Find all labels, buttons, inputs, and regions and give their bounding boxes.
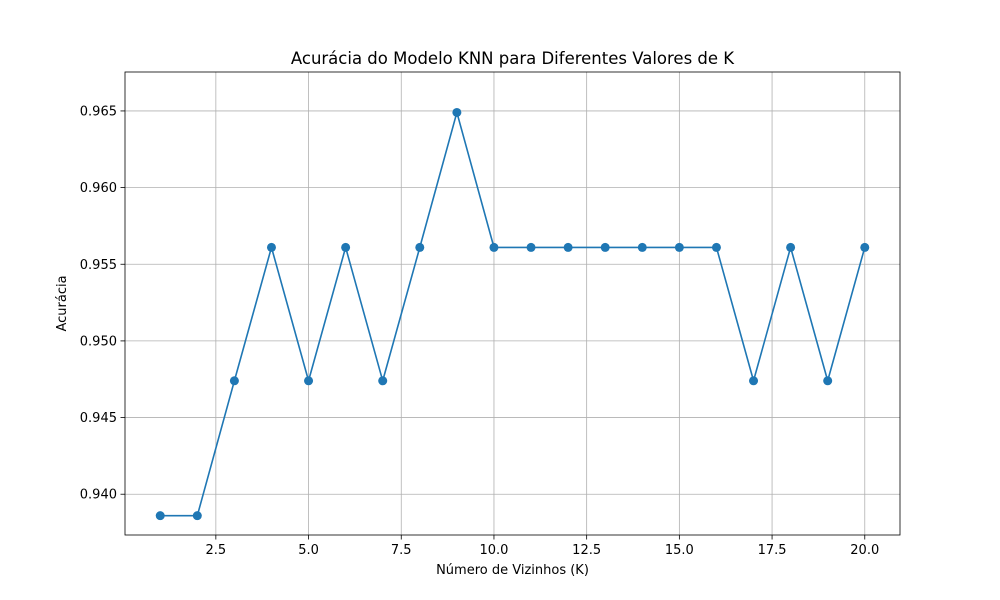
x-tick-label: 5.0 xyxy=(298,543,319,558)
data-point-k18 xyxy=(786,242,796,252)
data-point-k13 xyxy=(600,242,610,252)
y-tick-label: 0.945 xyxy=(80,411,117,426)
x-tick-label: 12.5 xyxy=(572,543,601,558)
data-point-k2 xyxy=(192,511,202,521)
data-point-k5 xyxy=(304,376,314,386)
x-tick-label: 10.0 xyxy=(479,543,508,558)
y-tick-label: 0.960 xyxy=(80,181,117,196)
data-point-k16 xyxy=(711,242,721,252)
y-tick-label: 0.940 xyxy=(80,488,117,503)
series-markers xyxy=(155,107,870,521)
y-axis-ticks: 0.940 0.945 0.950 0.955 0.960 0.965 xyxy=(80,104,125,503)
data-point-k7 xyxy=(378,376,388,386)
data-point-k8 xyxy=(415,242,425,252)
data-point-k20 xyxy=(860,242,870,252)
series-line-layer xyxy=(160,111,866,517)
y-tick-label: 0.950 xyxy=(80,334,117,349)
data-point-k1 xyxy=(155,511,165,521)
x-tick-label: 17.5 xyxy=(758,543,787,558)
x-tick-label: 20.0 xyxy=(850,543,879,558)
x-tick-label: 15.0 xyxy=(665,543,694,558)
data-point-k11 xyxy=(526,242,536,252)
data-point-k3 xyxy=(229,376,239,386)
data-point-k4 xyxy=(266,242,276,252)
grid-lines xyxy=(125,72,900,535)
y-tick-label: 0.955 xyxy=(80,258,117,273)
data-point-k19 xyxy=(823,376,833,386)
data-point-k15 xyxy=(674,242,684,252)
y-axis-label: Acurácia xyxy=(55,275,70,331)
data-point-k9 xyxy=(452,107,462,117)
accuracy-series-line xyxy=(160,111,866,517)
data-point-k10 xyxy=(489,242,499,252)
data-point-k14 xyxy=(637,242,647,252)
x-tick-label: 2.5 xyxy=(206,543,227,558)
data-point-k17 xyxy=(749,376,759,386)
chart-title: Acurácia do Modelo KNN para Diferentes V… xyxy=(291,49,735,68)
x-axis-ticks: 2.5 5.0 7.5 10.0 12.5 15.0 17.5 20.0 xyxy=(206,535,879,558)
x-tick-label: 7.5 xyxy=(391,543,412,558)
data-point-k12 xyxy=(563,242,573,252)
x-axis-label: Número de Vizinhos (K) xyxy=(436,563,589,578)
y-tick-label: 0.965 xyxy=(80,104,117,119)
plot-area-frame xyxy=(124,71,901,536)
data-point-k6 xyxy=(341,242,351,252)
